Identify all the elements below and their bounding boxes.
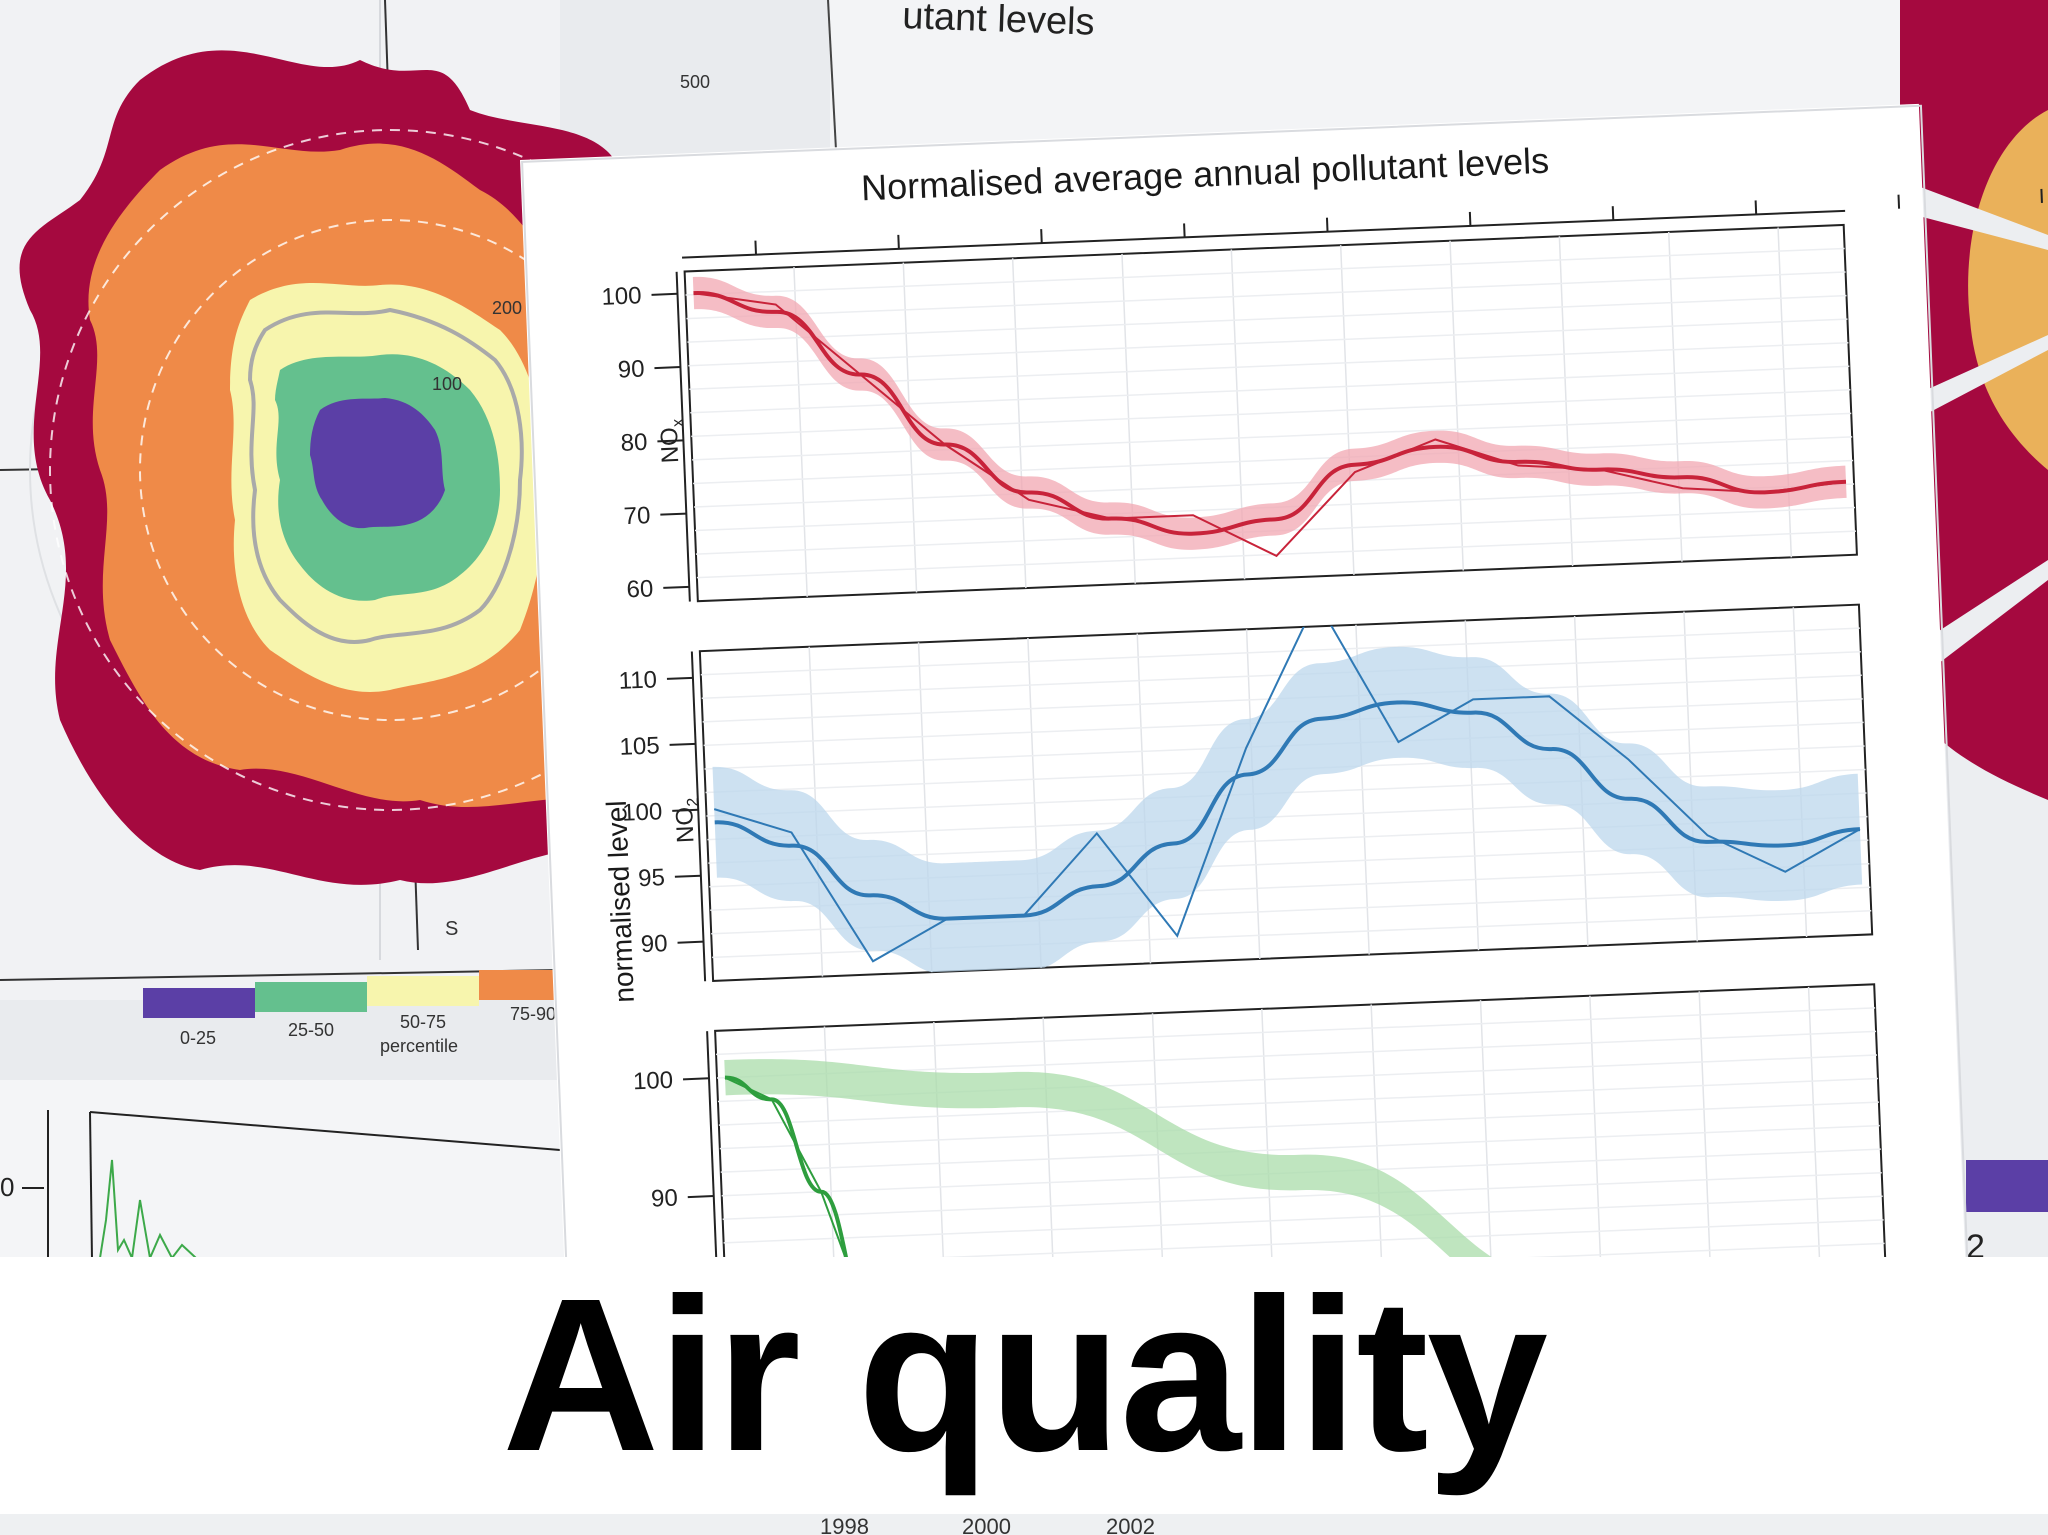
y-tick: [660, 512, 687, 516]
y-tick: [682, 1077, 710, 1081]
radial-label-100: 100: [432, 374, 462, 394]
right-legend-swatch: [1966, 1160, 2048, 1212]
grid-line-h: [716, 1030, 1877, 1079]
y-tick-label: 100: [601, 282, 642, 311]
y-tick-label: 100: [622, 798, 663, 827]
top-tick: [1325, 217, 1329, 232]
top-tick: [1183, 223, 1186, 238]
grid-line-h: [685, 247, 1845, 296]
left-small-plot-series: [99, 1159, 197, 1262]
y-tick-label: 60: [626, 575, 654, 603]
y-tick-label: 110: [618, 666, 657, 695]
grid-line-h: [686, 271, 1846, 320]
polar-plot: 500 200 100 S 0-25 25-50 50-75 75-90 per…: [0, 0, 751, 1056]
y-tick: [651, 292, 678, 296]
top-tick: [897, 234, 900, 249]
trend-line: [724, 1075, 924, 1361]
title-banner: Air quality: [0, 1257, 2048, 1514]
y-tick-label: 80: [620, 429, 648, 457]
panel-strip-subscript: x: [670, 419, 687, 428]
background-sheet-title: utant levels: [902, 0, 1096, 44]
bottom-axis-strip: 1998 2000 2002: [0, 1514, 2048, 1535]
y-tick-label: 95: [638, 864, 666, 892]
grid-line-h: [723, 1195, 1883, 1244]
main-chart-sheet: Normalised average annual pollutant leve…: [519, 103, 2043, 1462]
grid-line-h: [693, 436, 1853, 485]
y-tick: [672, 808, 699, 812]
bottom-year-1998: 1998: [820, 1514, 869, 1535]
grid-line-h: [716, 1007, 1876, 1056]
bottom-year-2002: 2002: [1106, 1514, 1155, 1535]
grid-line-h: [688, 318, 1848, 367]
polar-legend: 0-25 25-50 50-75 75-90 percentile: [143, 970, 559, 1056]
grid-line-h: [720, 1124, 1880, 1173]
grid-line-h: [719, 1101, 1879, 1150]
grid-line-h: [692, 412, 1852, 461]
y-tick: [657, 439, 684, 443]
legend-bin-50-75: 50-75: [400, 1012, 446, 1032]
grid-line-h: [696, 530, 1856, 579]
top-tick: [1468, 211, 1472, 226]
y-tick: [663, 585, 690, 589]
left-small-plot: 0: [0, 1080, 580, 1262]
y-tick-label: 105: [619, 732, 660, 761]
y-tick-label: 70: [623, 502, 651, 530]
y-tick-label: 90: [651, 1185, 679, 1213]
contour-band-0-25: [310, 398, 445, 529]
trend-line: [693, 291, 1847, 536]
y-tick-label: 90: [640, 930, 668, 958]
top-tick: [1754, 200, 1758, 215]
right-legend-number: 2: [1966, 1228, 1985, 1266]
contour-line-100: [247, 307, 524, 644]
top-tick: [1897, 194, 1901, 209]
confidence-band: [724, 1059, 1884, 1361]
panel-strip-subscript: 2: [685, 797, 702, 807]
top-tick: [1611, 206, 1615, 221]
grid-line-h: [722, 1171, 1882, 1221]
y-tick: [654, 366, 681, 370]
top-tick: [2040, 188, 2043, 203]
grid-line-h: [718, 1077, 1878, 1126]
grid-line-h: [700, 627, 1860, 676]
observed-series: [713, 604, 1861, 963]
radial-label-500: 500: [680, 72, 710, 92]
y-tick: [674, 874, 701, 878]
y-tick-label: 100: [632, 1067, 673, 1096]
radial-label-200: 200: [492, 298, 522, 318]
trend-line: [714, 700, 1861, 921]
top-tick-marks: [754, 188, 2043, 255]
legend-title: percentile: [380, 1036, 458, 1056]
confidence-band: [712, 647, 1863, 975]
legend-bin-75-90: 75-90: [510, 1004, 556, 1024]
y-tick-label: 90: [617, 356, 645, 384]
grid-line-h: [690, 365, 1850, 414]
y-tick: [666, 676, 693, 680]
grid-line-h: [691, 389, 1851, 438]
left-small-plot-tick: 0: [0, 1172, 14, 1202]
grid-line-h: [687, 294, 1847, 343]
y-tick: [669, 742, 696, 746]
bottom-year-2000: 2000: [962, 1514, 1011, 1535]
banner-title: Air quality: [502, 1253, 1548, 1497]
y-tick: [687, 1195, 714, 1199]
compass-label: S: [445, 918, 458, 940]
top-tick: [1040, 229, 1043, 244]
legend-bin-0-25: 0-25: [180, 1028, 216, 1048]
y-tick: [677, 940, 704, 944]
top-tick: [754, 240, 757, 255]
observed-series: [693, 292, 1847, 558]
legend-bin-25-50: 25-50: [288, 1020, 334, 1040]
